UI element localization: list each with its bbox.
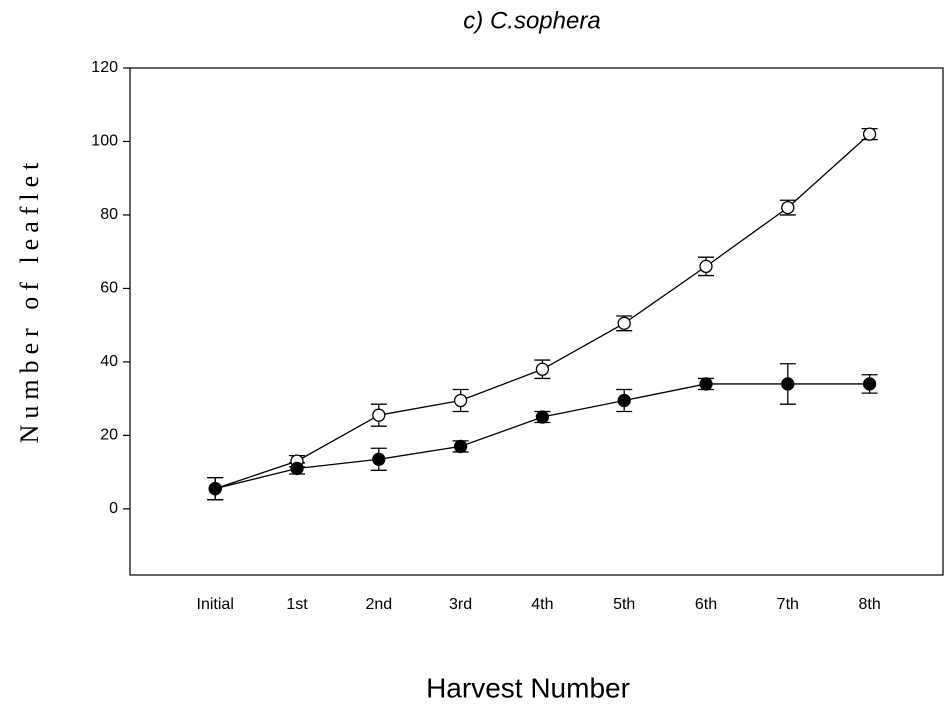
data-point: [208, 482, 222, 496]
x-tick-label: Initial: [197, 596, 234, 613]
x-tick-label: 1st: [286, 596, 308, 613]
x-tick-label: 6th: [695, 596, 717, 613]
data-point: [781, 377, 795, 391]
data-point: [372, 408, 386, 422]
x-tick-label: 2nd: [365, 596, 392, 613]
plot-frame: [129, 67, 944, 576]
data-point: [535, 362, 550, 376]
data-point: [617, 393, 631, 408]
x-tick-label: 7th: [777, 596, 799, 613]
y-tick-label: 80: [100, 206, 118, 223]
data-point: [862, 377, 877, 391]
data-point: [617, 316, 631, 330]
data-point: [372, 452, 386, 466]
data-point: [699, 377, 713, 391]
data-point: [453, 393, 468, 408]
x-tick-label: 3rd: [449, 596, 472, 613]
x-tick-label: 8th: [858, 596, 880, 613]
data-point: [781, 200, 795, 215]
x-axis-label: Harvest Number: [426, 672, 630, 703]
y-tick-label: 20: [100, 427, 118, 444]
series-line: [214, 133, 871, 490]
data-point: [699, 259, 713, 274]
chart-title: c) C.sophera: [463, 7, 600, 34]
y-tick-label: 60: [100, 280, 118, 297]
y-axis-label: Number of leaflet: [15, 157, 44, 444]
x-tick-label: 5th: [613, 596, 635, 613]
series-line: [215, 383, 870, 490]
data-point: [535, 410, 550, 424]
y-tick-label: 100: [91, 133, 118, 150]
x-tick-label: 4th: [531, 596, 553, 613]
data-point: [290, 461, 304, 476]
y-tick-label: 120: [91, 59, 118, 76]
y-tick-label: 0: [109, 500, 118, 517]
data-point: [862, 127, 877, 141]
data-point: [453, 439, 468, 454]
y-tick-label: 40: [100, 353, 118, 370]
